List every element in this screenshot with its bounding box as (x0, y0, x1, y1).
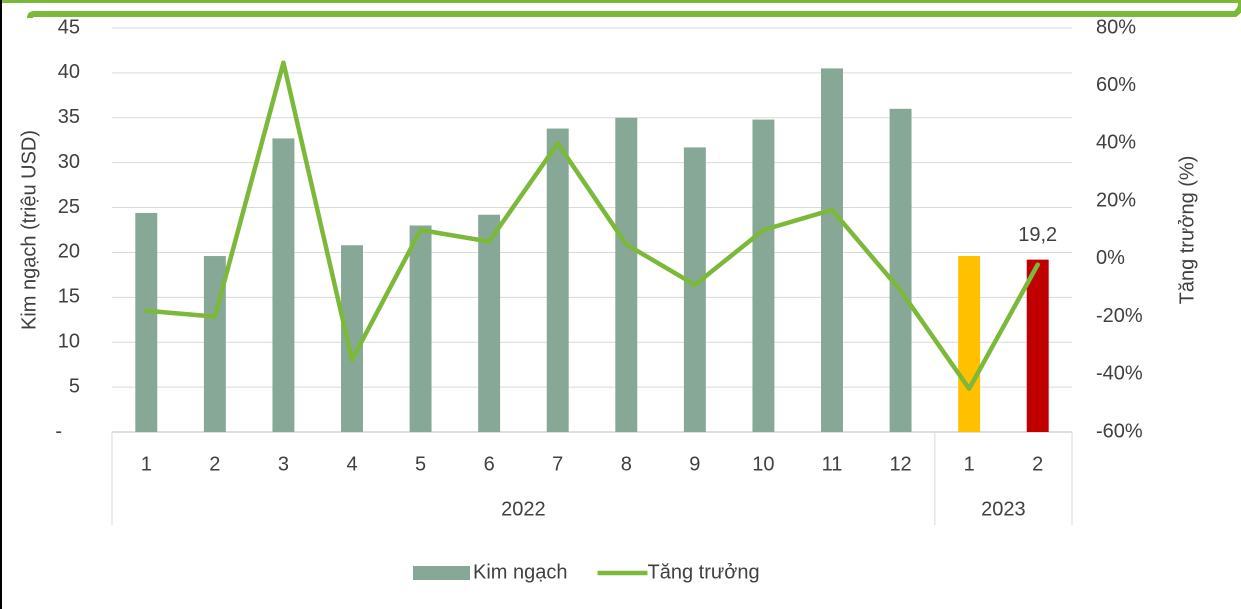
y2-tick-label: -40% (1096, 363, 1143, 385)
legend-swatch (413, 566, 470, 580)
bar (821, 68, 843, 433)
x-tick-label: 6 (484, 453, 495, 475)
y-tick-label: 25 (58, 196, 80, 218)
bar (1026, 259, 1049, 432)
y2-tick-label: 20% (1096, 189, 1136, 211)
bar (478, 214, 501, 432)
x-tick-label: 11 (822, 453, 843, 475)
x-tick-label: 12 (889, 453, 911, 475)
bar (752, 119, 775, 432)
bar (889, 108, 912, 433)
x-tick-label: 8 (621, 453, 632, 475)
line (144, 60, 1040, 391)
x-tick-label: 1 (141, 453, 152, 475)
bar (341, 245, 363, 432)
x-tick-label: 4 (346, 453, 357, 475)
x-tick-label: 5 (415, 453, 426, 475)
y-tick-label: 40 (58, 61, 80, 83)
x-tick-label: 2 (1032, 453, 1043, 475)
y2-tick-label: 60% (1096, 74, 1136, 96)
y-tick-label: 45 (58, 16, 80, 38)
bar (409, 225, 432, 432)
y2-tick-label: 40% (1096, 132, 1136, 154)
y2-axis-title: Tăng trưởng (%) (1176, 156, 1198, 305)
x-tick-label: 7 (552, 453, 563, 475)
bar (546, 128, 569, 432)
y-tick-label: 15 (58, 286, 80, 308)
y-tick-label: 30 (58, 151, 80, 173)
x-group-label: 2023 (981, 498, 1026, 520)
x-tick-label: 3 (278, 453, 289, 475)
x-tick-label: 1 (964, 453, 975, 475)
y2-tick-label: -20% (1096, 305, 1143, 327)
y2-tick-label: 0% (1096, 247, 1125, 269)
data-label: 19,2 (1018, 224, 1057, 246)
y-tick-label: 5 (69, 375, 80, 397)
bar (615, 117, 638, 433)
x-tick-label: 10 (752, 453, 774, 475)
y-tick-label: 35 (58, 106, 80, 128)
x-tick-label: 9 (689, 453, 700, 475)
x-tick-label: 2 (209, 453, 220, 475)
y-tick-label: - (55, 420, 62, 442)
y2-tick-label: -60% (1096, 420, 1143, 442)
x-group-label: 2022 (501, 498, 546, 520)
y2-tick-label: 80% (1096, 16, 1136, 38)
y-tick-label: 10 (58, 331, 80, 353)
y-tick-label: 20 (58, 241, 80, 263)
bar (272, 138, 295, 432)
legend-label: Tăng trưởng (648, 561, 760, 583)
y-axis-title: Kim ngạch (triệu USD) (18, 130, 40, 330)
bar (135, 212, 158, 432)
bar (958, 256, 981, 432)
legend-label: Kim ngạch (473, 561, 568, 583)
bar (683, 147, 706, 432)
